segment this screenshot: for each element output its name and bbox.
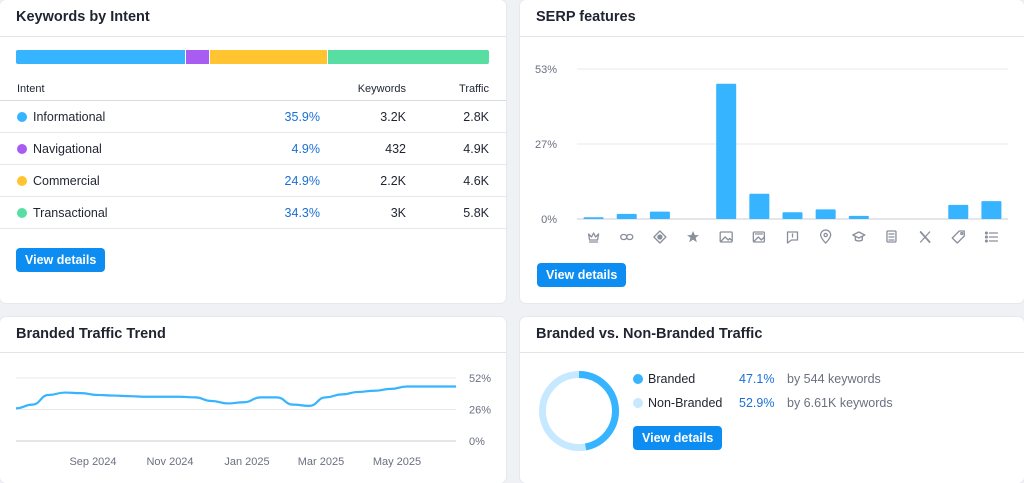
- list-icon[interactable]: [984, 231, 999, 243]
- sitelinks-icon[interactable]: [620, 233, 634, 241]
- intent-name: Navigational: [33, 141, 102, 156]
- trend-line[interactable]: [15, 385, 456, 410]
- branded-vs-nonbranded-card: Branded vs. Non-Branded Traffic Branded …: [520, 317, 1024, 483]
- local-pack-icon[interactable]: [820, 229, 832, 244]
- branded-traffic-trend-card: Branded Traffic Trend 52% 26% 0% Sep 2024 No…: [0, 317, 506, 483]
- legend-label: Non-Branded: [648, 396, 723, 410]
- keywords-by-intent-card: Keywords by Intent Intent Keywords Traff…: [0, 0, 506, 303]
- y-tick-label: 26%: [469, 405, 491, 417]
- x-tick-label: May 2025: [373, 456, 421, 468]
- card-title: Branded vs. Non-Branded Traffic: [536, 326, 763, 342]
- knowledge-panel-icon[interactable]: [653, 230, 667, 244]
- x-tick-label: Mar 2025: [298, 456, 344, 468]
- table-row: Transactional 34.3% 3K 5.8K: [0, 196, 506, 229]
- card-title: SERP features: [536, 9, 636, 25]
- divider: [0, 36, 506, 37]
- table-header-row: Intent Keywords Traffic: [0, 78, 506, 101]
- intent-dot: [17, 175, 27, 186]
- intent-share-link[interactable]: 34.3%: [268, 196, 320, 229]
- legend-dot: [633, 374, 643, 384]
- reviews-icon[interactable]: [687, 231, 700, 243]
- y-tick-label: 0%: [541, 214, 557, 226]
- intent-name: Transactional: [33, 205, 108, 220]
- serp-bar[interactable]: [948, 204, 969, 219]
- intent-bar-segment-navigational: [185, 50, 210, 64]
- y-tick-label: 53%: [535, 64, 557, 76]
- intent-keywords: 2.2K: [320, 164, 406, 197]
- col-header-intent: Intent: [0, 78, 268, 101]
- intent-dot: [17, 143, 27, 154]
- legend-dot: [633, 398, 643, 408]
- serp-features-chart: 53% 27% 0%: [535, 64, 1008, 244]
- divider: [520, 36, 1024, 37]
- y-tick-label: 27%: [535, 139, 557, 151]
- intent-keywords: 3K: [320, 196, 406, 229]
- donut-slice-branded[interactable]: [578, 371, 619, 451]
- serp-bar[interactable]: [649, 211, 670, 219]
- intent-distribution-bar: [16, 50, 489, 64]
- intent-traffic: 2.8K: [406, 100, 506, 133]
- legend-label: Branded: [648, 372, 696, 386]
- intent-bar-segment-transactional: [327, 50, 489, 64]
- card-title: Branded Traffic Trend: [16, 326, 166, 342]
- featured-snippet-icon[interactable]: [587, 232, 600, 243]
- y-tick-label: 0%: [469, 436, 485, 448]
- intent-traffic: 5.8K: [406, 196, 506, 229]
- serp-bar[interactable]: [716, 83, 737, 219]
- news-icon[interactable]: [886, 230, 897, 243]
- serp-bar[interactable]: [815, 209, 836, 219]
- legend-share-link[interactable]: 47.1%: [739, 372, 775, 386]
- x-tick-label: Nov 2024: [146, 456, 193, 468]
- branded-traffic-trend-chart: 52% 26% 0% Sep 2024 Nov 2024 Jan 2025 Mar 2025…: [15, 373, 491, 468]
- view-details-button[interactable]: View details: [16, 248, 106, 272]
- legend-keyword-count: by 6.61K keywords: [787, 396, 893, 410]
- image-pack-icon[interactable]: [752, 231, 765, 243]
- col-header-keywords: Keywords: [320, 78, 406, 101]
- intent-keywords: 432: [320, 132, 406, 165]
- view-details-button[interactable]: View details: [633, 426, 723, 450]
- intent-bar-segment-informational: [16, 50, 186, 64]
- intent-share-link[interactable]: 24.9%: [268, 164, 320, 197]
- divider: [0, 352, 506, 353]
- card-title: Keywords by Intent: [16, 9, 150, 25]
- col-header-traffic: Traffic: [406, 78, 506, 101]
- x-twitter-icon[interactable]: [919, 231, 931, 243]
- intent-dot: [17, 207, 27, 218]
- intent-name: Commercial: [33, 173, 100, 188]
- serp-bar[interactable]: [749, 193, 770, 219]
- intent-traffic: 4.6K: [406, 164, 506, 197]
- intent-dot: [17, 111, 27, 122]
- table-row: Informational 35.9% 3.2K 2.8K: [0, 100, 506, 133]
- serp-bar[interactable]: [848, 215, 869, 219]
- view-details-button[interactable]: View details: [537, 263, 627, 287]
- table-row: Commercial 24.9% 2.2K 4.6K: [0, 164, 506, 197]
- tag-icon[interactable]: [951, 230, 965, 244]
- x-tick-label: Sep 2024: [69, 456, 116, 468]
- intent-name: Informational: [33, 109, 106, 124]
- people-also-ask-icon[interactable]: [786, 231, 799, 244]
- intent-bar-segment-commercial: [209, 50, 328, 64]
- image-icon[interactable]: [719, 231, 733, 243]
- y-tick-label: 52%: [469, 373, 491, 385]
- serp-bar[interactable]: [583, 217, 604, 219]
- serp-bar[interactable]: [616, 213, 637, 219]
- divider: [520, 352, 1024, 353]
- academic-icon[interactable]: [852, 231, 866, 242]
- intent-share-link[interactable]: 4.9%: [268, 132, 320, 165]
- branded-donut-chart: [539, 371, 619, 451]
- intent-keywords: 3.2K: [320, 100, 406, 133]
- intent-table: Intent Keywords Traffic Informational 35…: [0, 78, 506, 229]
- intent-traffic: 4.9K: [406, 132, 506, 165]
- intent-share-link[interactable]: 35.9%: [268, 100, 320, 133]
- legend-keyword-count: by 544 keywords: [787, 372, 881, 386]
- serp-bar[interactable]: [981, 201, 1002, 219]
- serp-features-card: SERP features 53% 27% 0% View details: [520, 0, 1024, 303]
- col-header-share: [268, 78, 320, 101]
- serp-bar[interactable]: [782, 212, 803, 219]
- legend-share-link[interactable]: 52.9%: [739, 396, 775, 410]
- x-tick-label: Jan 2025: [224, 456, 269, 468]
- table-row: Navigational 4.9% 432 4.9K: [0, 132, 506, 165]
